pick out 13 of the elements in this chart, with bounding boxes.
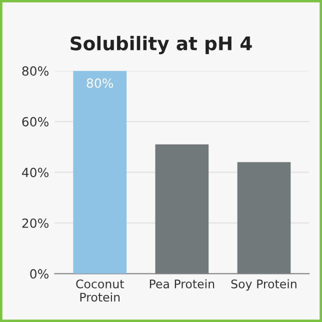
y-tick-label: 20% xyxy=(22,218,48,228)
y-tick-label: 40% xyxy=(22,168,48,178)
bar xyxy=(73,70,127,274)
x-tick-label: Soy Protein xyxy=(231,279,296,291)
x-tick-label: Coconut Protein xyxy=(76,279,124,302)
bar xyxy=(155,144,209,274)
y-tick-label: 0% xyxy=(30,269,48,279)
data-label: 80% xyxy=(86,78,114,88)
x-tick-label: Pea Protein xyxy=(150,279,214,288)
chart-title: Solubility at pH 4 xyxy=(70,36,252,54)
bar xyxy=(237,162,291,274)
y-tick-label: 60% xyxy=(22,117,48,126)
y-tick-label: 80% xyxy=(22,66,48,76)
